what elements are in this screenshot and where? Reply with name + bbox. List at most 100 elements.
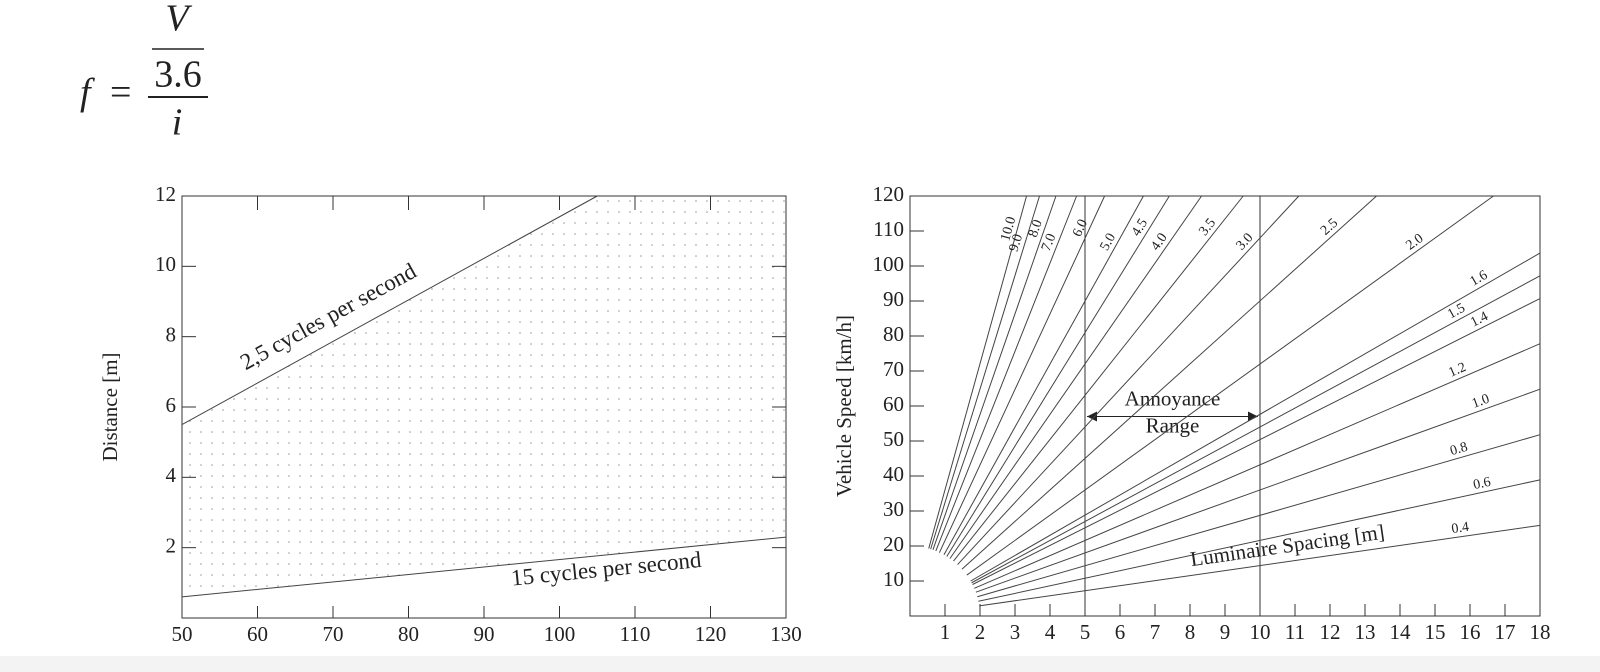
y-tick-label: 120 — [873, 182, 905, 206]
series-line — [978, 479, 1541, 602]
y-tick-label: 2 — [166, 533, 177, 557]
formula-lhs: f — [80, 72, 95, 114]
x-tick-label: 110 — [620, 622, 651, 646]
shaded-region — [182, 196, 786, 597]
y-tick-label: 50 — [883, 427, 904, 451]
series-line — [974, 343, 1541, 589]
series-line — [961, 195, 1377, 570]
series-line — [977, 434, 1541, 598]
x-tick-label: 12 — [1320, 620, 1341, 644]
x-tick-label: 120 — [695, 622, 727, 646]
series-label: 5.0 — [1097, 231, 1119, 254]
x-tick-label: 100 — [544, 622, 576, 646]
y-tick-label: 80 — [883, 322, 904, 346]
series-line — [938, 195, 1106, 553]
x-tick-label: 1 — [940, 620, 951, 644]
series-label: 4.5 — [1129, 216, 1151, 239]
series-line — [966, 195, 1494, 576]
range-label: Range — [1146, 413, 1200, 437]
y-tick-label: 90 — [883, 287, 904, 311]
formula-denominator: i — [172, 102, 183, 144]
series-label: 0.8 — [1448, 440, 1469, 459]
series-label: 10.0 — [998, 215, 1019, 243]
series-label: 1.2 — [1447, 360, 1469, 381]
y-tick-label: 110 — [873, 217, 904, 241]
x-tick-label: 16 — [1460, 620, 1481, 644]
y-tick-label: 30 — [883, 497, 904, 521]
series-line — [957, 195, 1300, 565]
x-tick-label: 6 — [1115, 620, 1126, 644]
series-label: 1.4 — [1468, 309, 1490, 330]
series-line — [970, 252, 1541, 582]
series-label: 3.0 — [1234, 230, 1257, 253]
x-tick-label: 7 — [1150, 620, 1161, 644]
series-label: 1.0 — [1470, 392, 1492, 412]
x-tick-label: 90 — [474, 622, 495, 646]
formula-divisor: 3.6 — [154, 54, 202, 96]
x-tick-label: 80 — [398, 622, 419, 646]
series-line — [935, 195, 1078, 552]
series-line — [953, 195, 1244, 562]
x-tick-label: 17 — [1495, 620, 1516, 644]
series-label: 9.0 — [1007, 232, 1026, 253]
y-tick-label: 6 — [166, 393, 177, 417]
series-label: 3.5 — [1196, 216, 1219, 239]
series-line — [928, 195, 1028, 549]
x-tick-label: 2 — [975, 620, 986, 644]
x-tick-label: 60 — [247, 622, 268, 646]
x-tick-label: 14 — [1390, 620, 1412, 644]
series-label: 0.6 — [1472, 475, 1492, 493]
x-tick-label: 70 — [323, 622, 344, 646]
y-tick-label: 20 — [883, 532, 904, 556]
x-tick-label: 5 — [1080, 620, 1091, 644]
series-label: 6.0 — [1070, 217, 1091, 239]
y-tick-label: 60 — [883, 392, 904, 416]
x-tick-label: 9 — [1220, 620, 1231, 644]
y-tick-label: 8 — [166, 322, 177, 346]
series-line — [181, 195, 598, 426]
formula-numerator: V — [165, 0, 192, 40]
series-line — [971, 275, 1541, 584]
range-label: Annoyance — [1125, 386, 1221, 410]
series-label: 7.0 — [1039, 232, 1059, 254]
bottom-band — [0, 656, 1600, 672]
series-line — [932, 195, 1057, 551]
y-tick-label: 4 — [166, 463, 177, 487]
y-tick-label: 70 — [883, 357, 904, 381]
series-line — [946, 195, 1170, 557]
x-tick-label: 8 — [1185, 620, 1196, 644]
series-line — [181, 536, 787, 598]
x-tick-label: 50 — [172, 622, 193, 646]
series-label: 2.0 — [1403, 231, 1426, 253]
y-tick-label: 10 — [883, 567, 904, 591]
y-tick-label: 12 — [155, 182, 176, 206]
y-tick-label: 40 — [883, 462, 904, 486]
series-label: 4.0 — [1148, 231, 1170, 254]
x-tick-label: 10 — [1250, 620, 1271, 644]
x-tick-label: 13 — [1355, 620, 1376, 644]
series-line — [975, 388, 1541, 593]
y-axis-label: Distance [m] — [98, 352, 122, 461]
y-tick-label: 10 — [155, 252, 176, 276]
series-line — [943, 195, 1144, 555]
x-tick-label: 3 — [1010, 620, 1021, 644]
x-tick-label: 15 — [1425, 620, 1446, 644]
series-label: 0.4 — [1451, 520, 1470, 537]
formula-equals: = — [110, 72, 131, 114]
y-tick-label: 100 — [873, 252, 905, 276]
y-axis-label: Vehicle Speed [km/h] — [832, 315, 856, 497]
x-tick-label: 4 — [1045, 620, 1056, 644]
series-line — [972, 298, 1541, 585]
series-label: 1.5 — [1445, 301, 1468, 323]
series-label: 2.5 — [1318, 216, 1341, 239]
series-line — [930, 195, 1040, 550]
x-tick-label: 18 — [1530, 620, 1551, 644]
series-line — [979, 524, 1541, 607]
x-tick-label: 130 — [770, 622, 802, 646]
x-tick-label: 11 — [1285, 620, 1305, 644]
series-line — [949, 195, 1202, 559]
series-label: 8.0 — [1026, 218, 1046, 239]
